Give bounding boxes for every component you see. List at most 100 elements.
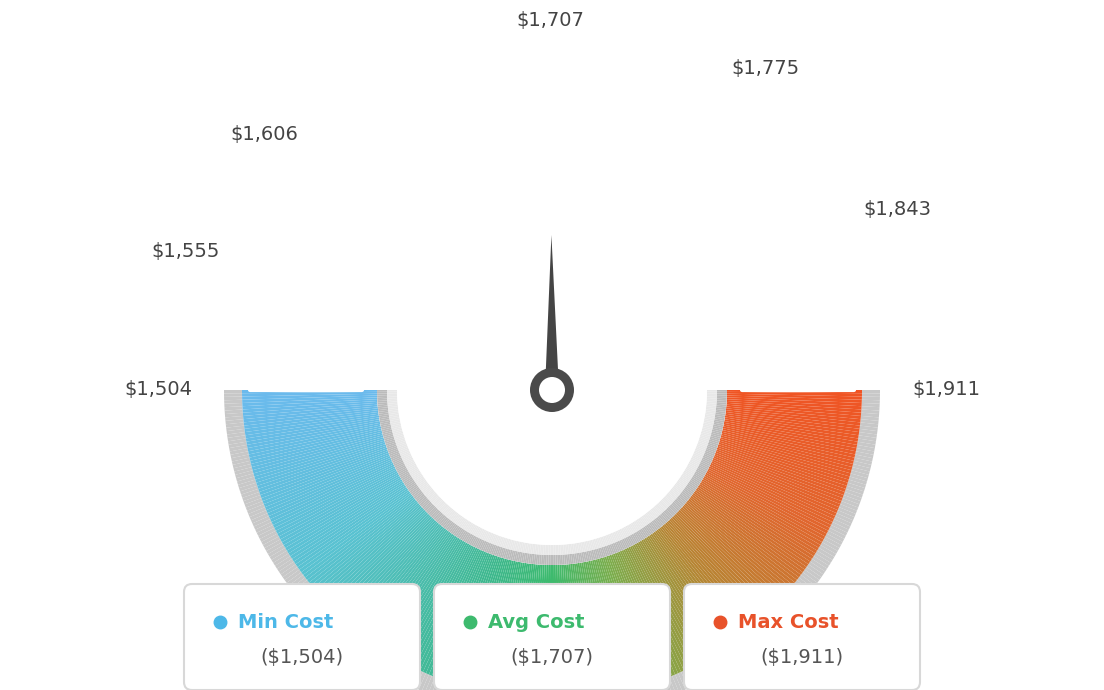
Wedge shape xyxy=(797,578,814,591)
Wedge shape xyxy=(243,401,378,413)
Wedge shape xyxy=(553,545,555,555)
Wedge shape xyxy=(357,639,370,656)
Wedge shape xyxy=(614,542,619,552)
Wedge shape xyxy=(316,604,330,620)
Wedge shape xyxy=(810,559,827,571)
Wedge shape xyxy=(465,533,471,542)
Wedge shape xyxy=(678,478,688,486)
Wedge shape xyxy=(406,462,415,468)
Wedge shape xyxy=(654,506,661,515)
Wedge shape xyxy=(378,404,388,406)
Wedge shape xyxy=(677,481,686,489)
Wedge shape xyxy=(389,413,399,416)
Wedge shape xyxy=(704,416,714,420)
Wedge shape xyxy=(530,544,532,553)
Text: $1,775: $1,775 xyxy=(731,59,799,78)
Wedge shape xyxy=(372,533,453,644)
Wedge shape xyxy=(636,531,643,541)
Wedge shape xyxy=(405,480,415,487)
Wedge shape xyxy=(648,524,655,533)
Wedge shape xyxy=(705,473,825,540)
Wedge shape xyxy=(708,468,830,531)
Wedge shape xyxy=(764,613,779,629)
Wedge shape xyxy=(264,455,390,507)
Wedge shape xyxy=(468,535,474,544)
Wedge shape xyxy=(673,500,682,509)
Wedge shape xyxy=(407,464,417,471)
Wedge shape xyxy=(422,500,431,509)
Wedge shape xyxy=(860,426,878,431)
Wedge shape xyxy=(450,685,459,690)
Wedge shape xyxy=(388,402,397,404)
Wedge shape xyxy=(388,403,397,406)
Wedge shape xyxy=(392,427,402,431)
Wedge shape xyxy=(532,564,543,690)
Wedge shape xyxy=(599,537,605,547)
Wedge shape xyxy=(601,558,641,688)
Wedge shape xyxy=(654,531,734,642)
Wedge shape xyxy=(520,564,535,690)
Wedge shape xyxy=(388,658,400,676)
Wedge shape xyxy=(679,494,688,502)
Wedge shape xyxy=(811,556,829,569)
Wedge shape xyxy=(861,409,880,414)
Wedge shape xyxy=(772,607,786,622)
Wedge shape xyxy=(689,497,797,582)
Wedge shape xyxy=(687,668,698,685)
Wedge shape xyxy=(410,669,420,687)
Wedge shape xyxy=(676,497,684,506)
Wedge shape xyxy=(572,544,574,553)
Wedge shape xyxy=(507,563,528,690)
Wedge shape xyxy=(694,450,704,455)
Wedge shape xyxy=(814,553,831,566)
Wedge shape xyxy=(558,565,565,690)
Wedge shape xyxy=(417,480,426,487)
Wedge shape xyxy=(512,540,517,551)
Wedge shape xyxy=(406,482,415,489)
FancyBboxPatch shape xyxy=(684,584,920,690)
Wedge shape xyxy=(675,499,683,507)
Wedge shape xyxy=(692,475,702,482)
Wedge shape xyxy=(625,526,631,535)
Wedge shape xyxy=(273,466,395,528)
Wedge shape xyxy=(456,556,500,686)
Wedge shape xyxy=(501,548,506,558)
Wedge shape xyxy=(704,419,714,422)
Wedge shape xyxy=(650,522,658,531)
Wedge shape xyxy=(694,448,704,454)
Wedge shape xyxy=(479,540,485,550)
Wedge shape xyxy=(651,520,659,529)
Wedge shape xyxy=(397,542,466,660)
Wedge shape xyxy=(564,555,566,564)
Wedge shape xyxy=(423,502,432,510)
Wedge shape xyxy=(392,457,402,463)
Wedge shape xyxy=(348,633,362,649)
Wedge shape xyxy=(247,421,380,448)
Wedge shape xyxy=(393,459,403,464)
Wedge shape xyxy=(820,542,838,554)
Wedge shape xyxy=(456,516,464,526)
Wedge shape xyxy=(588,540,593,550)
Wedge shape xyxy=(561,564,572,690)
Wedge shape xyxy=(716,390,728,392)
Wedge shape xyxy=(412,489,421,496)
Wedge shape xyxy=(654,682,664,690)
Wedge shape xyxy=(248,424,381,455)
Wedge shape xyxy=(400,664,412,682)
Wedge shape xyxy=(627,536,633,546)
Wedge shape xyxy=(623,549,681,673)
Wedge shape xyxy=(638,542,707,660)
Wedge shape xyxy=(389,408,399,411)
Wedge shape xyxy=(254,519,272,530)
Wedge shape xyxy=(406,668,417,685)
Wedge shape xyxy=(506,539,510,549)
Wedge shape xyxy=(396,442,406,448)
Wedge shape xyxy=(832,519,850,530)
Wedge shape xyxy=(403,477,413,484)
Wedge shape xyxy=(388,406,399,409)
Wedge shape xyxy=(386,442,396,448)
Wedge shape xyxy=(233,464,252,471)
Wedge shape xyxy=(486,543,491,553)
Wedge shape xyxy=(605,546,609,556)
Wedge shape xyxy=(662,525,750,631)
